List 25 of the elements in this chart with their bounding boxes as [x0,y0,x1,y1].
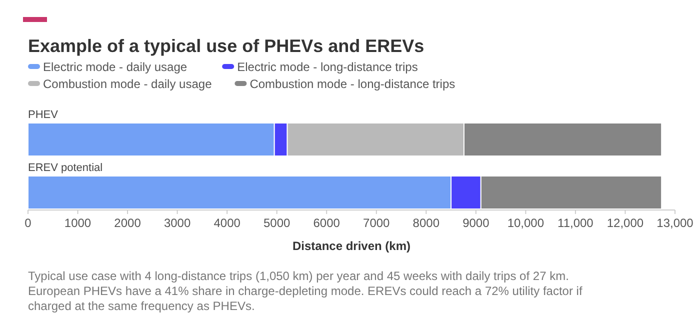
x-tick-label: 5000 [263,216,291,230]
x-tick-label: 10,000 [507,216,544,230]
x-tick-label: 4000 [214,216,241,230]
x-tick-label: 1000 [64,216,92,230]
x-axis-title: Distance driven (km) [292,239,411,253]
text: Typical use case with 4 long-distance trips (1,050 km) per year and 45 weeks with daily trips of 27 km. [28,269,569,283]
x-tick-label: 7000 [363,216,390,230]
legend-label: Combustion mode - long-distance trips [250,77,456,91]
x-tick-label: 2000 [114,216,142,230]
x-tick-label: 3000 [164,216,191,230]
chart-title: Example of a typical use of PHEVs and EREVs [28,36,424,56]
y-tick-label: PHEV [28,109,59,121]
legend-label: Combustion mode - daily usage [43,77,212,91]
x-tick-label: 0 [24,216,32,230]
x-tick-label: 13,000 [656,216,694,230]
x-tick-label: 6000 [313,216,340,230]
legend-label: Electric mode - daily usage [43,60,188,74]
x-tick-label: 11,000 [558,216,594,230]
y-tick-label: EREV potential [28,162,103,174]
x-tick-label: 9000 [462,216,490,230]
x-tick-label: 8000 [412,216,440,230]
legend-label: Electric mode - long-distance trips [237,60,418,74]
text: charged at the same frequency as PHEVs. [28,299,255,313]
x-tick-label: 12,000 [606,216,644,230]
text: European PHEVs have a 41% share in charge-depleting mode. EREVs could reach a 72% utility factor if [28,284,583,298]
